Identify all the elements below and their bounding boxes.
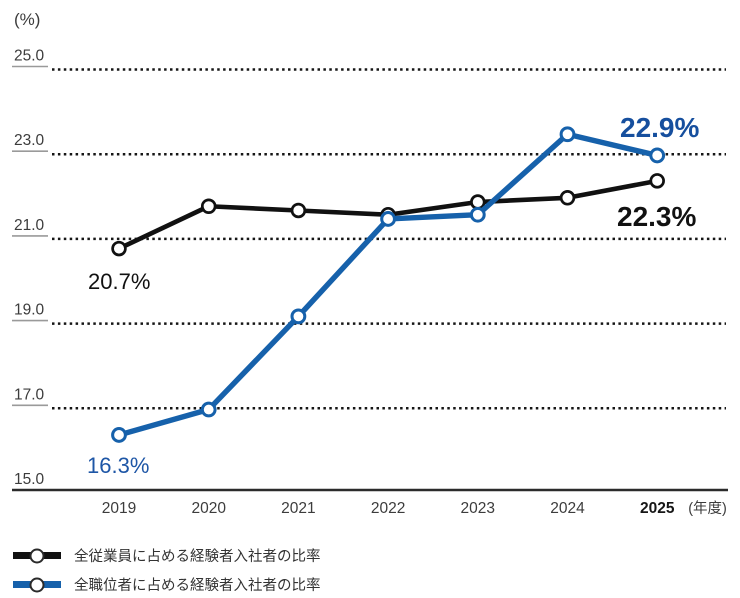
legend-item-all-positions: 全職位者に占める経験者入社者の比率 (13, 570, 321, 598)
svg-text:21.0: 21.0 (14, 217, 45, 234)
svg-text:15.0: 15.0 (14, 471, 45, 488)
svg-text:25.0: 25.0 (14, 48, 45, 65)
chart-legend: 全従業員に占める経験者入社者の比率 全職位者に占める経験者入社者の比率 (13, 541, 321, 598)
svg-text:2024: 2024 (550, 500, 585, 517)
legend-label-all-positions: 全職位者に占める経験者入社者の比率 (74, 578, 321, 594)
svg-text:2021: 2021 (281, 500, 315, 517)
legend-item-all-employees: 全従業員に占める経験者入社者の比率 (13, 541, 321, 570)
svg-text:2025: 2025 (640, 500, 675, 517)
svg-text:23.0: 23.0 (14, 132, 45, 149)
chart-plot-area: 25.0 23.0 21.0 19.0 17.0 15.0 2019 2020 2021 2022… (12, 48, 728, 517)
svg-text:20.7%: 20.7% (88, 269, 150, 294)
legend-marker-blue-line-icon (13, 581, 61, 588)
svg-text:17.0: 17.0 (14, 386, 45, 403)
legend-label-all-employees: 全従業員に占める経験者入社者の比率 (74, 549, 321, 565)
svg-text:22.9%: 22.9% (620, 112, 699, 143)
svg-text:(年度): (年度) (688, 500, 727, 517)
svg-text:16.3%: 16.3% (87, 453, 149, 478)
svg-text:2023: 2023 (461, 500, 495, 517)
legend-marker-black-line-icon (13, 552, 61, 559)
y-axis-unit-label: (%) (14, 10, 41, 29)
svg-text:22.3%: 22.3% (617, 201, 696, 232)
svg-text:2019: 2019 (102, 500, 136, 517)
svg-text:2020: 2020 (191, 500, 226, 517)
svg-text:19.0: 19.0 (14, 302, 45, 319)
svg-text:2022: 2022 (371, 500, 405, 517)
